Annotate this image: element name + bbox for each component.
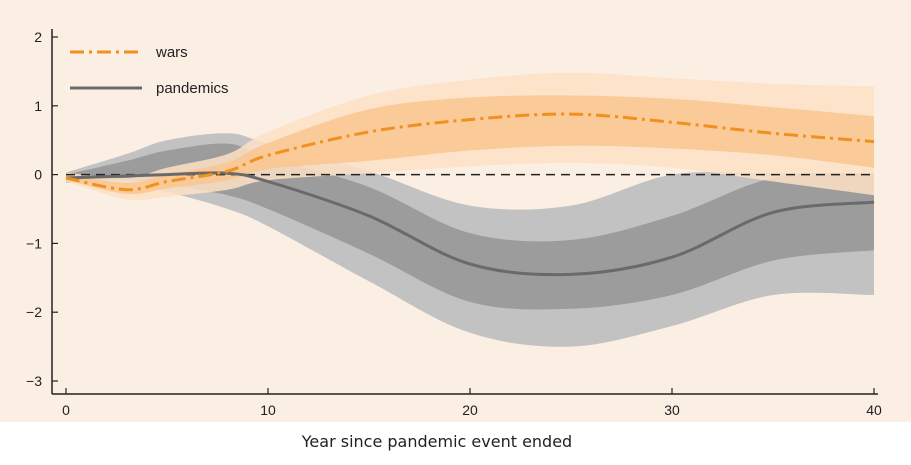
y-tick-label: −1 <box>26 235 42 251</box>
x-tick-label: 10 <box>260 402 276 418</box>
legend: wars pandemics <box>70 44 229 97</box>
y-tick-label: −3 <box>26 373 42 389</box>
pandemics-line <box>65 171 875 277</box>
series-lines <box>65 112 875 277</box>
x-tick-label: 0 <box>62 402 70 418</box>
legend-label-wars: wars <box>155 44 188 61</box>
x-tick-label: 40 <box>866 402 882 418</box>
confidence-bands <box>66 72 874 347</box>
wars-line <box>65 112 875 192</box>
pandemics-band-inner <box>66 143 874 310</box>
y-tick-label: 1 <box>34 98 42 114</box>
y-tick-label: 0 <box>34 167 42 183</box>
wars-band-inner <box>66 95 874 195</box>
legend-label-pandemics: pandemics <box>156 80 229 97</box>
axes: 210−1−2−30 10 20 30 40 <box>26 29 882 418</box>
x-tick-label: 20 <box>462 402 478 418</box>
x-axis-title: Year since pandemic event ended <box>301 432 572 451</box>
y-tick-label: −2 <box>26 304 42 320</box>
y-tick-label: 2 <box>34 29 42 45</box>
x-tick-label: 30 <box>664 402 680 418</box>
